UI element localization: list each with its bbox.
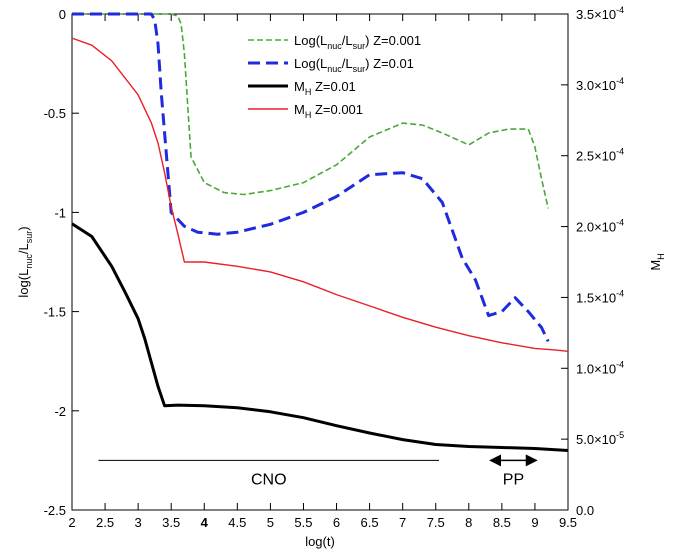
x-tick-label: 6	[333, 515, 340, 530]
x-tick-label: 7	[399, 515, 406, 530]
series-layer	[71, 12, 569, 452]
legend-label: MH Z=0.001	[294, 102, 363, 120]
x-tick-label: 9	[531, 515, 538, 530]
y-right-tick-label: 2.5×10-4	[576, 147, 624, 164]
series-line-2	[72, 12, 550, 343]
y-right-tick-label: 3.0×10-4	[576, 76, 624, 93]
y-right-axis-title: MH	[648, 253, 666, 270]
series-line-4	[71, 37, 569, 352]
y-right-tick-label: 5.0×10-5	[576, 430, 624, 447]
legend: Log(Lnuc/Lsur) Z=0.001 Log(Lnuc/Lsur) Z=0…	[248, 33, 421, 120]
x-tick-label: 9.5	[559, 515, 577, 530]
y-right-tick-label: 3.5×10-4	[576, 5, 624, 22]
x-tick-label: 5.5	[294, 515, 312, 530]
y-left-tick-label: -0.5	[44, 106, 66, 121]
legend-label: Log(Lnuc/Lsur) Z=0.01	[294, 56, 414, 74]
y-right-tick-label: 2.0×10-4	[576, 218, 624, 235]
x-tick-label: 7.5	[427, 515, 445, 530]
y-right-tick-label: 1.5×10-4	[576, 288, 624, 305]
x-tick-label: 4.5	[228, 515, 246, 530]
x-axis-title: log(t)	[305, 534, 335, 549]
legend-label: Log(Lnuc/Lsur) Z=0.001	[294, 33, 421, 51]
legend-label: MH Z=0.01	[294, 79, 356, 97]
axis-labels: 2 2.5 3 3.5 4 4.5 5 5.5 6 6.5 7 7.5 8 8.5 9 9.5 0 -0.5 -1 -…	[16, 5, 666, 549]
plot-area	[71, 13, 569, 511]
x-tick-label: 2.5	[96, 515, 114, 530]
x-tick-label: 8	[465, 515, 472, 530]
y-left-tick-label: -2.5	[44, 503, 66, 518]
x-tick-label: 6.5	[361, 515, 379, 530]
y-left-tick-label: -1.5	[44, 305, 66, 320]
x-tick-label: 2	[68, 515, 75, 530]
x-tick-label: 4	[201, 515, 209, 530]
series-line-1	[72, 13, 549, 209]
y-right-tick-label: 1.0×10-4	[576, 359, 624, 376]
y-left-tick-label: 0	[59, 7, 66, 22]
axis-ticks	[71, 13, 569, 511]
pp-label: PP	[503, 471, 524, 488]
y-left-tick-label: -2	[54, 404, 66, 419]
y-right-tick-label: 0.0	[576, 503, 594, 518]
y-left-tick-label: -1	[54, 205, 66, 220]
x-tick-label: 3.5	[162, 515, 180, 530]
x-tick-label: 3	[135, 515, 142, 530]
series-line-3	[71, 222, 569, 452]
annotations: CNO PP	[98, 454, 538, 488]
x-tick-label: 8.5	[493, 515, 511, 530]
cno-label: CNO	[251, 471, 287, 488]
x-tick-label: 5	[267, 515, 274, 530]
y-left-axis-title: log(Lnuc/Lsur)	[16, 226, 34, 297]
